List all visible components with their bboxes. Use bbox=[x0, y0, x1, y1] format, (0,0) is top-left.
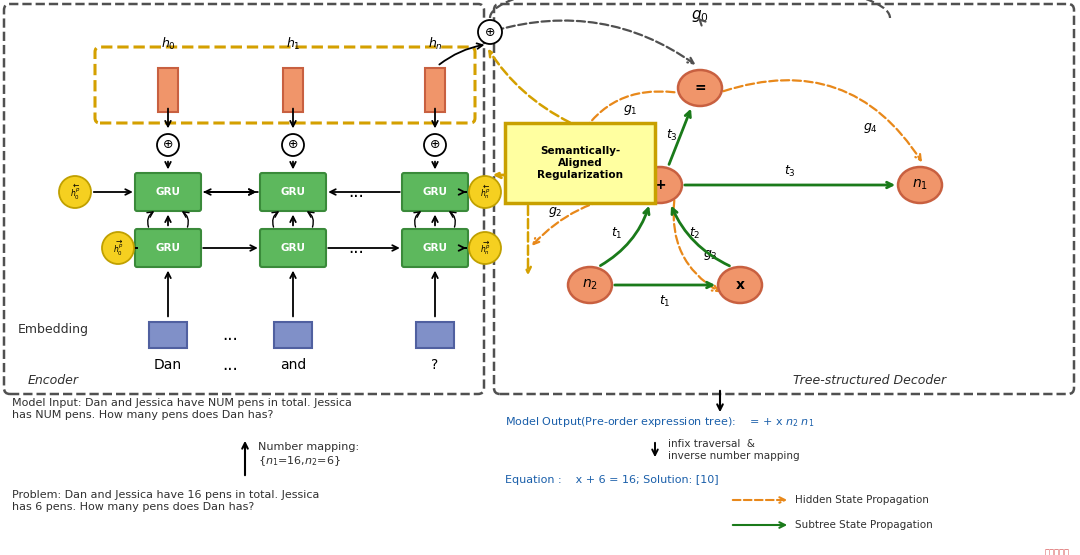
Ellipse shape bbox=[568, 267, 612, 303]
Text: $g_1$: $g_1$ bbox=[623, 103, 637, 117]
Ellipse shape bbox=[678, 70, 723, 106]
Ellipse shape bbox=[718, 267, 762, 303]
Circle shape bbox=[282, 134, 303, 156]
Text: Number mapping:
{$n_1$=16,$n_2$=6}: Number mapping: {$n_1$=16,$n_2$=6} bbox=[258, 442, 360, 468]
Text: x: x bbox=[735, 278, 744, 292]
Text: $h_0$: $h_0$ bbox=[161, 36, 175, 52]
Text: $n_1$: $n_1$ bbox=[912, 178, 928, 192]
Circle shape bbox=[478, 20, 502, 44]
Text: Tree-structured Decoder: Tree-structured Decoder bbox=[794, 374, 946, 387]
FancyBboxPatch shape bbox=[260, 229, 326, 267]
Circle shape bbox=[424, 134, 446, 156]
FancyBboxPatch shape bbox=[402, 229, 468, 267]
Text: $\overrightarrow{h_n^p}$: $\overrightarrow{h_n^p}$ bbox=[480, 239, 490, 257]
FancyBboxPatch shape bbox=[426, 68, 445, 112]
Text: $n_2$: $n_2$ bbox=[582, 278, 598, 292]
Text: $h_n$: $h_n$ bbox=[428, 36, 443, 52]
Circle shape bbox=[59, 176, 91, 208]
Text: Subtree State Propagation: Subtree State Propagation bbox=[795, 520, 933, 530]
FancyBboxPatch shape bbox=[283, 68, 303, 112]
Text: $t_1$: $t_1$ bbox=[611, 225, 623, 240]
Text: $t_3$: $t_3$ bbox=[666, 128, 678, 143]
Text: Equation :    x + 6 = 16; Solution: [10]: Equation : x + 6 = 16; Solution: [10] bbox=[505, 475, 718, 485]
Text: $\overleftarrow{h_0^p}$: $\overleftarrow{h_0^p}$ bbox=[69, 183, 80, 201]
Text: $\oplus$: $\oplus$ bbox=[484, 26, 496, 38]
Text: GRU: GRU bbox=[422, 187, 447, 197]
Ellipse shape bbox=[897, 167, 942, 203]
Text: Model Input: Dan and Jessica have NUM pens in total. Jessica
has NUM pens. How m: Model Input: Dan and Jessica have NUM pe… bbox=[12, 398, 352, 420]
Text: and: and bbox=[280, 358, 306, 372]
Text: Encoder: Encoder bbox=[28, 374, 79, 387]
FancyBboxPatch shape bbox=[158, 68, 178, 112]
Text: GRU: GRU bbox=[156, 187, 180, 197]
Text: GRU: GRU bbox=[156, 243, 180, 253]
FancyBboxPatch shape bbox=[135, 229, 201, 267]
Circle shape bbox=[102, 232, 134, 264]
FancyBboxPatch shape bbox=[416, 322, 454, 348]
FancyBboxPatch shape bbox=[274, 322, 312, 348]
Ellipse shape bbox=[638, 167, 681, 203]
Text: GRU: GRU bbox=[281, 187, 306, 197]
Text: GRU: GRU bbox=[422, 243, 447, 253]
Text: $\overrightarrow{h_0^p}$: $\overrightarrow{h_0^p}$ bbox=[112, 239, 123, 258]
Text: ...: ... bbox=[348, 239, 364, 257]
Text: $g_2$: $g_2$ bbox=[548, 205, 563, 219]
Text: $t_2$: $t_2$ bbox=[689, 225, 701, 240]
Text: $\oplus$: $\oplus$ bbox=[430, 139, 441, 152]
Text: GRU: GRU bbox=[281, 243, 306, 253]
FancyBboxPatch shape bbox=[505, 123, 654, 203]
Text: +: + bbox=[654, 178, 665, 192]
Text: Embedding: Embedding bbox=[18, 324, 89, 336]
Text: infix traversal  &
inverse number mapping: infix traversal & inverse number mapping bbox=[669, 439, 799, 461]
FancyBboxPatch shape bbox=[260, 173, 326, 211]
Text: ...: ... bbox=[222, 356, 238, 374]
Text: Problem: Dan and Jessica have 16 pens in total. Jessica
has 6 pens. How many pen: Problem: Dan and Jessica have 16 pens in… bbox=[12, 490, 320, 512]
Text: ?: ? bbox=[431, 358, 438, 372]
FancyBboxPatch shape bbox=[402, 173, 468, 211]
Text: $t_3$: $t_3$ bbox=[784, 164, 796, 179]
Text: $t_1$: $t_1$ bbox=[659, 294, 671, 309]
FancyBboxPatch shape bbox=[135, 173, 201, 211]
Text: Model Output(Pre-order expression tree):    = + x $n_2$ $n_1$: Model Output(Pre-order expression tree):… bbox=[505, 415, 814, 429]
Circle shape bbox=[469, 176, 501, 208]
Circle shape bbox=[469, 232, 501, 264]
Text: $g_3$: $g_3$ bbox=[703, 248, 717, 262]
Text: =: = bbox=[694, 81, 706, 95]
Text: 图说学习网: 图说学习网 bbox=[1045, 548, 1070, 555]
Text: ...: ... bbox=[348, 183, 364, 201]
Text: Semantically-
Aligned
Regularization: Semantically- Aligned Regularization bbox=[537, 147, 623, 180]
Text: $g_4$: $g_4$ bbox=[863, 121, 877, 135]
Text: $h_1$: $h_1$ bbox=[286, 36, 300, 52]
Text: $g_0$: $g_0$ bbox=[691, 8, 708, 24]
Text: Hidden State Propagation: Hidden State Propagation bbox=[795, 495, 929, 505]
Text: $\oplus$: $\oplus$ bbox=[287, 139, 299, 152]
Text: $\overleftarrow{h_n^p}$: $\overleftarrow{h_n^p}$ bbox=[480, 183, 490, 201]
Text: ...: ... bbox=[222, 326, 238, 344]
Circle shape bbox=[157, 134, 179, 156]
FancyBboxPatch shape bbox=[149, 322, 187, 348]
Text: Dan: Dan bbox=[154, 358, 183, 372]
Text: $\oplus$: $\oplus$ bbox=[162, 139, 174, 152]
